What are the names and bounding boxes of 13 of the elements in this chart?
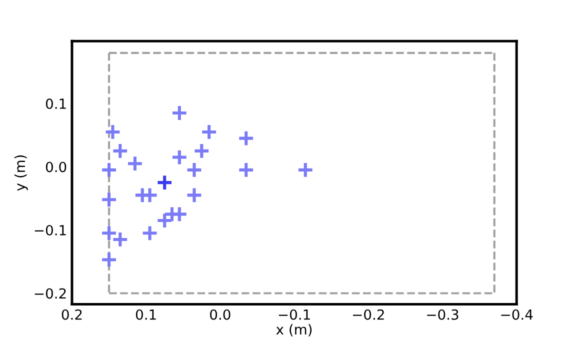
- x-tick-label: 0.0: [210, 309, 230, 320]
- y-tick-label: −0.1: [34, 224, 66, 236]
- x-tick-label: −0.1: [278, 309, 310, 320]
- y-tick-label: −0.2: [34, 288, 66, 299]
- x-tick-label: −0.4: [501, 309, 533, 320]
- x-axis-title: x (m): [276, 324, 312, 336]
- y-axis-title: y (m): [14, 155, 28, 191]
- x-tick-label: −0.2: [353, 309, 384, 320]
- x-tick-label: −0.3: [427, 309, 458, 320]
- x-tick-label: 0.2: [62, 309, 82, 320]
- y-tick-label: 0.1: [46, 98, 66, 109]
- x-tick-label: 0.1: [136, 309, 156, 320]
- y-tick-label: 0.0: [46, 162, 66, 172]
